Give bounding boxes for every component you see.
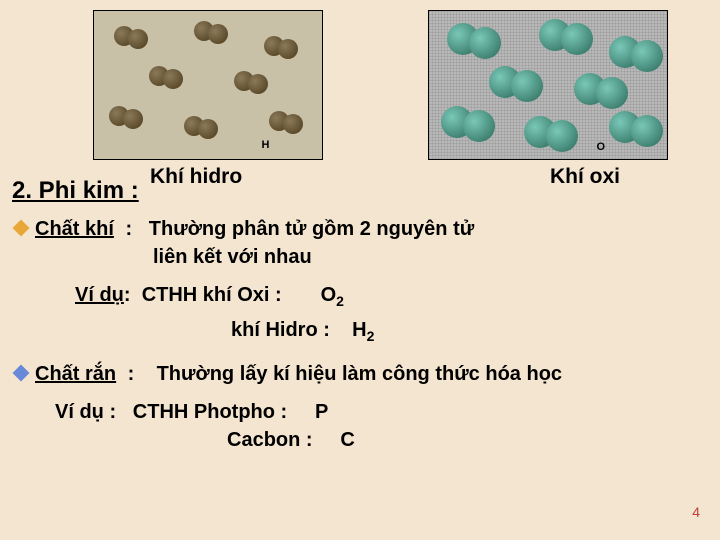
example-hidro-formula: H [352, 319, 366, 341]
example-hidro-sub: 2 [367, 328, 375, 344]
example-oxi-text: CTHH khí Oxi : [142, 284, 282, 306]
example-solid-label: Ví dụ : [55, 401, 116, 423]
example-gas: Ví dụ: CTHH khí Oxi : O2 khí Hidro : H2 [75, 281, 710, 346]
bullet-solid-text: Thường lấy kí hiệu làm công thức hóa học [157, 363, 562, 385]
example-oxi-formula: O [321, 284, 337, 306]
example-gas-label: Ví dụ [75, 284, 124, 306]
example-cacbon-formula: C [340, 429, 354, 451]
oxygen-caption: Khí oxi [550, 165, 620, 189]
bullet-solid-label: Chất rắn [35, 363, 116, 385]
oxygen-image: O [428, 10, 668, 160]
slide: H O Khí hidro Khí oxi 2. Phi kim : Chất … [0, 0, 720, 540]
example-hidro-text: khí Hidro : [231, 319, 330, 341]
hydrogen-image: H [93, 10, 323, 160]
example-cacbon-text: Cacbon : [227, 429, 313, 451]
hydrogen-caption: Khí hidro [150, 165, 242, 189]
oxygen-label: O [597, 141, 606, 153]
bullet-gas-label: Chất khí [35, 218, 114, 240]
bullet-solid: Chất rắn : Thường lấy kí hiệu làm công t… [15, 360, 710, 388]
example-oxi-sub: 2 [336, 293, 344, 309]
bullet-gas-text2: liên kết với nhau [153, 246, 312, 268]
hydrogen-label: H [262, 139, 270, 151]
example-solid: Ví dụ : CTHH Photpho : P Cacbon : C [55, 398, 710, 454]
example-photpho-text: CTHH Photpho : [133, 401, 287, 423]
bullet-gas-text1: Thường phân tử gồm 2 nguyên tử [149, 218, 474, 240]
content: Chất khí : Thường phân tử gồm 2 nguyên t… [0, 205, 720, 454]
page-number: 4 [692, 504, 700, 520]
images-row: H O [0, 0, 720, 160]
diamond-bullet-icon [13, 220, 30, 237]
bullet-solid-colon: : [122, 363, 134, 385]
bullet-gas: Chất khí : Thường phân tử gồm 2 nguyên t… [15, 215, 710, 271]
diamond-bullet-icon [13, 365, 30, 382]
bullet-gas-colon: : [120, 218, 132, 240]
example-photpho-formula: P [315, 401, 328, 423]
